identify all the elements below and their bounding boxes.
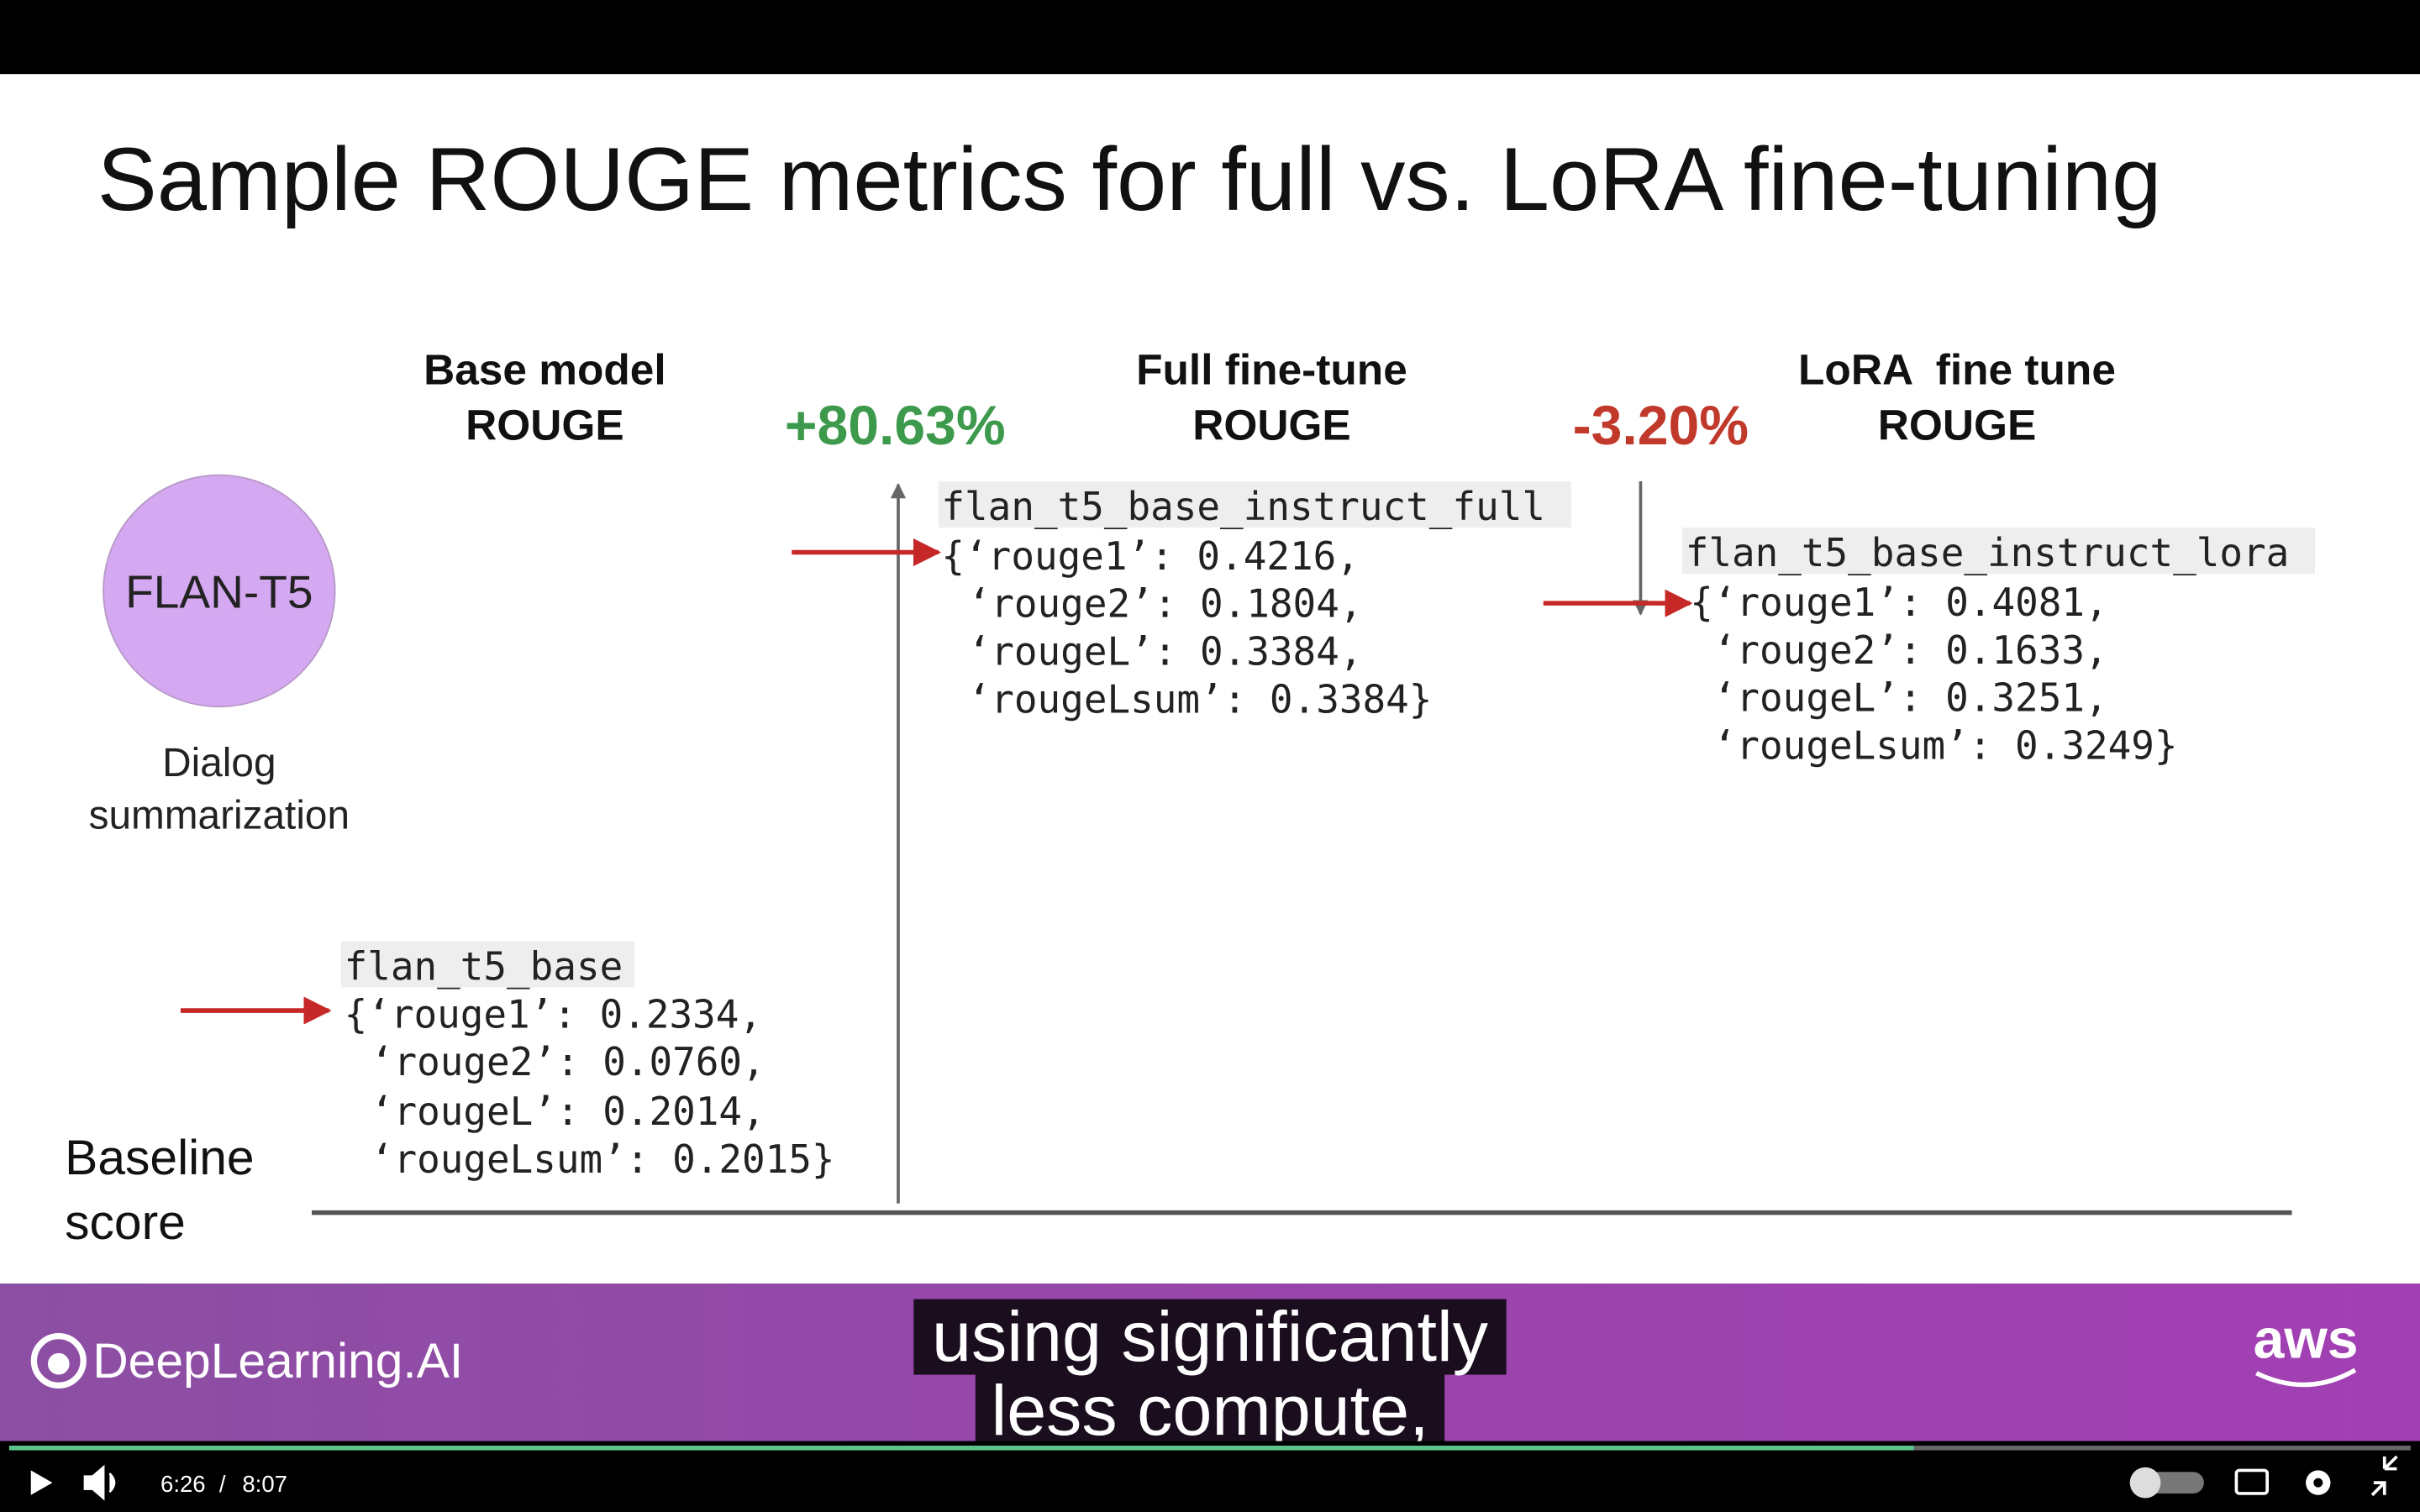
code-name-bg [340, 941, 634, 988]
caption: using significantly [932, 1297, 1489, 1376]
result-line: ‘rouge2’: 0.1804, [968, 581, 1363, 627]
duration: 8:07 [242, 1471, 287, 1497]
caption-bg [913, 1299, 1507, 1375]
subtitles-button[interactable] [2234, 1468, 2269, 1495]
model-task: summarization [89, 793, 350, 837]
logo-icon [47, 1352, 70, 1375]
slide-title: Sample ROUGE metrics for full vs. LoRA f… [97, 129, 2162, 229]
logo-icon [30, 1332, 87, 1389]
baseline-label: Baseline [65, 1131, 254, 1185]
settings-hole [2313, 1478, 2323, 1488]
change-full: +80.63% [785, 395, 1006, 457]
top-bar [0, 0, 2420, 75]
partner-logo: aws [2254, 1308, 2359, 1370]
model-name: FLAN-T5 [125, 566, 313, 618]
change-lora: -3.20% [1573, 395, 1749, 457]
partner-smile [2255, 1368, 2357, 1388]
model-task: Dialog [162, 741, 276, 785]
baseline-label: score [65, 1195, 186, 1250]
slide [0, 74, 2420, 1284]
time-separator: / [219, 1471, 226, 1497]
column-heading: LoRA fine tune [1798, 344, 2116, 393]
result-line: ‘rougeLsum’: 0.3384} [968, 677, 1433, 722]
fullscreen-button[interactable] [2370, 1455, 2398, 1497]
caption: less compute, [991, 1371, 1428, 1450]
model-circle [103, 474, 336, 708]
result-line: ‘rougeL’: 0.3251, [1713, 675, 2108, 721]
autoplay-knob [2129, 1467, 2161, 1499]
result-name: flan_t5_base_instruct_lora [1686, 530, 2290, 575]
result-name: flan_t5_base [345, 943, 623, 989]
brand-logo: DeepLearning.AI [92, 1334, 463, 1389]
progress-played [9, 1446, 1914, 1451]
result-line: ‘rougeLsum’: 0.2015} [371, 1137, 835, 1182]
column-heading: ROUGE [1878, 400, 2037, 449]
code-name-bg [938, 481, 1571, 528]
play-button[interactable] [30, 1470, 53, 1495]
result-name: flan_t5_base_instruct_full [941, 484, 1545, 529]
column-heading: ROUGE [1192, 400, 1351, 449]
column-heading: ROUGE [466, 400, 624, 449]
result-line: ‘rougeLsum’: 0.3249} [1713, 723, 2178, 769]
result-line: ‘rouge2’: 0.1633, [1713, 627, 2108, 673]
column-heading: Base model [424, 344, 666, 393]
column-heading: Full fine-tune [1136, 344, 1407, 393]
current-time: 6:26 [160, 1471, 206, 1497]
player-bar [0, 1441, 2420, 1512]
result-line: ‘rougeL’: 0.2014, [371, 1089, 765, 1134]
code-name-bg [1682, 528, 2316, 575]
result-line: {‘rouge1’: 0.2334, [345, 991, 762, 1037]
result-line: {‘rouge1’: 0.4081, [1690, 580, 2107, 625]
result-line: {‘rouge1’: 0.4216, [941, 533, 1359, 579]
result-line: ‘rougeL’: 0.3384, [968, 629, 1363, 675]
caption-bg [975, 1374, 1445, 1443]
result-line: ‘rouge2’: 0.0760, [371, 1039, 765, 1084]
volume-button[interactable] [83, 1464, 116, 1501]
